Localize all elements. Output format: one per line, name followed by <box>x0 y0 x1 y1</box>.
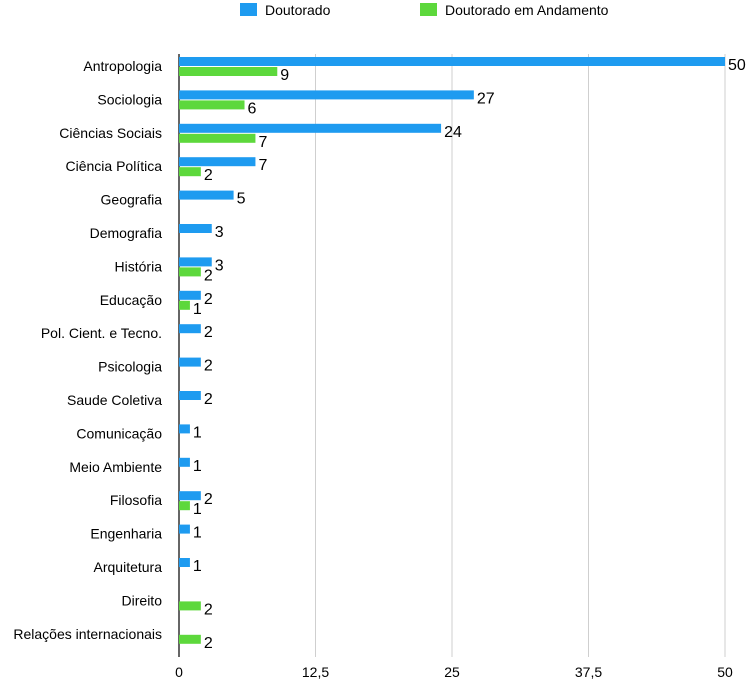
legend-label: Doutorado <box>265 2 331 18</box>
category-label: Antropologia <box>83 58 162 74</box>
data-label: 2 <box>204 324 213 341</box>
data-label: 27 <box>477 90 495 107</box>
bar-andamento <box>179 634 201 644</box>
data-label: 3 <box>215 257 224 274</box>
bar-doutorado <box>179 90 474 100</box>
data-label: 2 <box>204 635 213 652</box>
category-label: Ciência Política <box>66 158 163 174</box>
bar-andamento <box>179 601 201 611</box>
data-label: 2 <box>204 358 213 375</box>
bar-andamento <box>179 67 278 76</box>
bar-doutorado <box>179 257 212 267</box>
data-label: 6 <box>248 100 257 117</box>
category-label: Relações internacionais <box>13 626 162 642</box>
bar-doutorado <box>179 357 201 367</box>
bar-andamento <box>179 100 245 110</box>
bar-andamento <box>179 133 256 143</box>
bar-andamento <box>179 167 201 177</box>
x-tick-label: 0 <box>175 664 183 680</box>
category-label: Saude Coletiva <box>67 392 162 408</box>
bar-doutorado <box>179 57 725 66</box>
data-label: 2 <box>204 391 213 408</box>
data-label: 5 <box>237 191 246 208</box>
bar-doutorado <box>179 491 201 501</box>
x-tick-label: 37,5 <box>575 664 602 680</box>
bar-doutorado <box>179 391 201 400</box>
data-label: 50 <box>728 57 746 74</box>
legend-label: Doutorado em Andamento <box>445 2 609 18</box>
category-label: Educação <box>100 292 162 308</box>
category-label: Geografia <box>101 192 163 208</box>
data-label: 1 <box>193 301 202 318</box>
category-label: História <box>115 258 163 274</box>
data-label: 7 <box>258 134 267 151</box>
category-label: Engenharia <box>90 526 162 542</box>
data-label: 2 <box>204 601 213 618</box>
data-label: 1 <box>193 424 202 441</box>
bar-andamento <box>179 267 201 277</box>
category-label: Pol. Cient. e Tecno. <box>41 325 162 341</box>
bar-doutorado <box>179 558 190 567</box>
x-tick-label: 50 <box>717 664 733 680</box>
data-label: 9 <box>280 67 289 84</box>
bar-doutorado <box>179 290 201 300</box>
data-label: 1 <box>193 501 202 518</box>
category-label: Arquitetura <box>94 559 163 575</box>
legend-swatch <box>240 3 257 16</box>
category-label: Psicologia <box>98 359 162 375</box>
data-label: 24 <box>444 124 462 141</box>
data-label: 2 <box>204 267 213 284</box>
bar-doutorado <box>179 457 190 467</box>
bar-andamento <box>179 300 190 310</box>
category-label: Comunicação <box>76 425 162 441</box>
bar-andamento <box>179 501 190 511</box>
bar-doutorado <box>179 123 442 133</box>
x-tick-label: 12,5 <box>302 664 329 680</box>
legend-swatch <box>420 3 437 16</box>
data-label: 2 <box>204 291 213 308</box>
data-label: 2 <box>204 491 213 508</box>
bar-doutorado <box>179 190 234 200</box>
category-label: Ciências Sociais <box>59 125 162 141</box>
bar-doutorado <box>179 157 256 167</box>
data-label: 7 <box>258 157 267 174</box>
x-tick-label: 25 <box>444 664 460 680</box>
category-label: Sociologia <box>97 91 162 107</box>
data-label: 3 <box>215 224 224 241</box>
data-label: 1 <box>193 525 202 542</box>
data-label: 1 <box>193 458 202 475</box>
category-label: Direito <box>122 592 163 608</box>
data-label: 1 <box>193 558 202 575</box>
data-label: 2 <box>204 167 213 184</box>
category-label: Demografia <box>90 225 163 241</box>
bar-doutorado <box>179 324 201 334</box>
category-label: Filosofia <box>110 492 162 508</box>
bar-doutorado <box>179 524 190 534</box>
bar-doutorado <box>179 424 190 434</box>
bar-doutorado <box>179 224 212 233</box>
category-label: Meio Ambiente <box>69 459 162 475</box>
